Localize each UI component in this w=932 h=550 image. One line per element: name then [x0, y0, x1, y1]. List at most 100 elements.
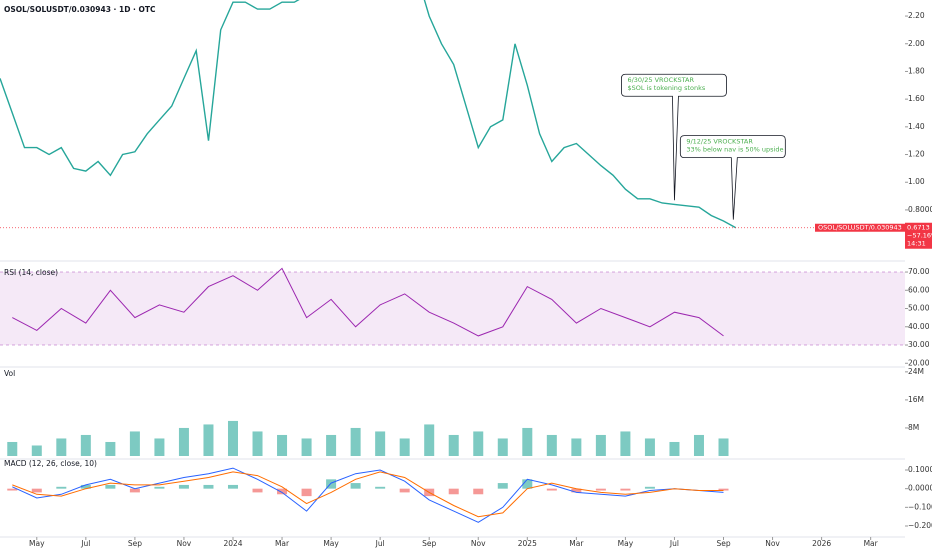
y-tick-label: 1.00 — [908, 177, 925, 186]
x-tick-label: Jul — [669, 539, 679, 548]
bar — [326, 434, 337, 456]
x-tick-label: Nov — [471, 539, 486, 548]
bar — [595, 434, 606, 456]
y-tick-label: 0.000000 — [908, 484, 932, 493]
x-tick-label: May — [618, 539, 634, 548]
bar — [644, 438, 655, 456]
bar — [522, 479, 533, 489]
y-tick-label: 2.20 — [908, 11, 925, 20]
series-line — [12, 471, 724, 518]
bar — [129, 431, 140, 456]
bar — [56, 486, 67, 489]
x-tick-label: Mar — [864, 539, 879, 548]
bar — [31, 488, 42, 493]
bar — [154, 486, 165, 489]
callout-text: $SOL is tokening stonks — [627, 84, 705, 92]
bar — [595, 488, 606, 491]
pane-title: OSOL/SOLUSDT/0.030943 · 1D · OTC — [4, 5, 156, 14]
bar — [277, 434, 288, 456]
bar — [252, 488, 263, 493]
bar — [473, 488, 484, 495]
x-tick-label: 2026 — [812, 539, 831, 548]
bar — [80, 484, 91, 489]
bar — [546, 434, 557, 456]
bar — [497, 438, 508, 456]
bar — [448, 434, 459, 456]
x-tick-label: 2025 — [518, 539, 537, 548]
y-tick-label: 20.00 — [908, 358, 930, 367]
bar — [301, 488, 312, 497]
symbol-label: OSOL/SOLUSDT/0.030943 — [818, 224, 902, 232]
bar — [473, 431, 484, 456]
x-tick-label: Mar — [569, 539, 584, 548]
bar — [522, 427, 533, 456]
y-tick-label: 1.20 — [908, 150, 925, 159]
bar — [7, 488, 18, 491]
callout — [621, 73, 727, 201]
x-tick-label: May — [29, 539, 45, 548]
x-tick-label: Nov — [765, 539, 780, 548]
callout-text: 9/12/25 VROCKSTAR — [686, 138, 753, 146]
countdown-label: 14:31 — [907, 240, 926, 248]
bar — [105, 441, 116, 456]
bar — [620, 431, 631, 456]
bar — [669, 441, 680, 456]
bar — [718, 438, 729, 456]
y-tick-label: 70.00 — [908, 267, 930, 276]
pane-title: RSI (14, close) — [4, 268, 58, 277]
y-tick-label: 0.1000 — [908, 465, 932, 474]
bar — [375, 486, 386, 489]
bar — [252, 431, 263, 456]
bar — [56, 438, 67, 456]
bar — [424, 424, 435, 456]
bar — [718, 488, 729, 491]
x-tick-label: 2024 — [223, 539, 242, 548]
bar — [227, 484, 238, 489]
symbol-badge — [815, 223, 905, 232]
y-tick-label: 50.00 — [908, 304, 930, 313]
series-line — [12, 267, 724, 337]
rsi-band — [0, 272, 905, 346]
y-tick-label: 1.80 — [908, 66, 925, 75]
x-tick-label: Sep — [716, 539, 730, 548]
pane — [7, 420, 729, 456]
pane — [0, 267, 905, 346]
bar — [80, 434, 91, 456]
bar — [399, 488, 410, 493]
pane-title: MACD (12, 26, close, 10) — [4, 459, 97, 468]
bar — [129, 488, 140, 493]
bar — [277, 488, 288, 495]
bar — [7, 441, 18, 456]
bar — [644, 486, 655, 489]
bar — [448, 488, 459, 495]
y-tick-label: 60.00 — [908, 285, 930, 294]
x-tick-label: Jul — [375, 539, 385, 548]
bar — [350, 427, 361, 456]
series-line — [12, 467, 724, 523]
bar — [326, 479, 337, 489]
price-pane — [0, 0, 737, 229]
y-tick-label: 16M — [908, 395, 924, 404]
pane-title: Vol — [4, 369, 15, 378]
bar — [178, 484, 189, 489]
y-tick-label: 40.00 — [908, 322, 930, 331]
bar — [105, 484, 116, 489]
y-tick-label: 8M — [908, 423, 919, 432]
x-tick-label: Sep — [422, 539, 436, 548]
callout — [679, 135, 786, 220]
price-label: 0.6713 — [907, 224, 930, 232]
y-tick-label: 1.60 — [908, 94, 925, 103]
x-tick-label: Sep — [128, 539, 142, 548]
bar — [571, 438, 582, 456]
bar — [497, 483, 508, 489]
x-tick-label: Mar — [275, 539, 290, 548]
bar — [375, 431, 386, 456]
bar — [154, 438, 165, 456]
x-tick-label: Jul — [80, 539, 90, 548]
bar — [178, 427, 189, 456]
bar — [203, 484, 214, 489]
y-tick-label: 0.8000 — [908, 205, 932, 214]
bar — [227, 420, 238, 456]
